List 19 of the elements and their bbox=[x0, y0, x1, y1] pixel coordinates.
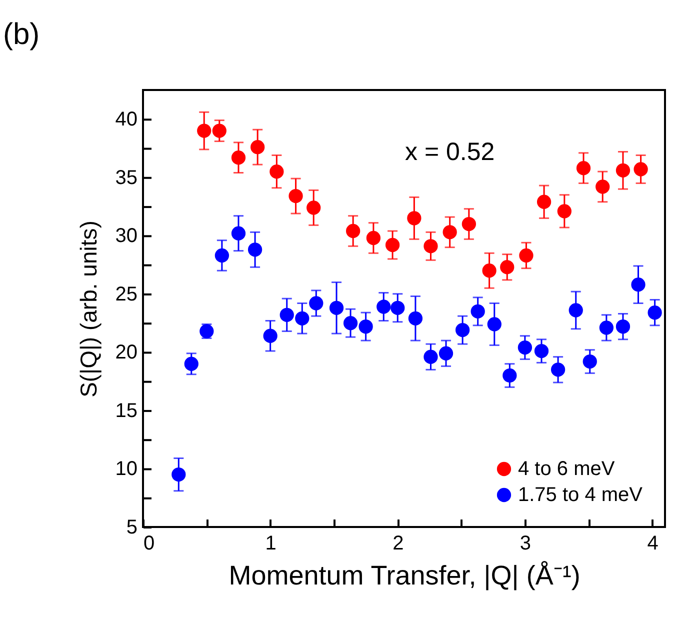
y-axis-title: S(|Q|) (arb. units) bbox=[75, 220, 102, 398]
y-tick-label: 20 bbox=[115, 342, 138, 364]
x-tick-label: 4 bbox=[647, 532, 658, 554]
x-axis-title: Momentum Transfer, |Q| (Å⁻¹) bbox=[228, 560, 580, 590]
annotation: x = 0.52 bbox=[405, 138, 495, 166]
legend-label: 1.75 to 4 meV bbox=[518, 484, 644, 506]
y-tick-label: 10 bbox=[115, 458, 138, 480]
y-tick-label: 25 bbox=[115, 283, 138, 306]
legend-label: 4 to 6 meV bbox=[518, 458, 616, 480]
y-tick-label: 30 bbox=[115, 225, 138, 248]
x-tick-label: 3 bbox=[520, 532, 532, 554]
y-tick-label: 5 bbox=[126, 516, 138, 538]
chart-title: (b) bbox=[3, 18, 40, 51]
y-tick-label: 40 bbox=[115, 108, 138, 131]
x-tick-label: 2 bbox=[392, 532, 404, 554]
y-tick-label: 15 bbox=[115, 400, 138, 422]
y-tick-label: 35 bbox=[115, 166, 138, 189]
x-tick-label: 1 bbox=[265, 532, 276, 554]
x-tick-label: 0 bbox=[144, 532, 155, 554]
